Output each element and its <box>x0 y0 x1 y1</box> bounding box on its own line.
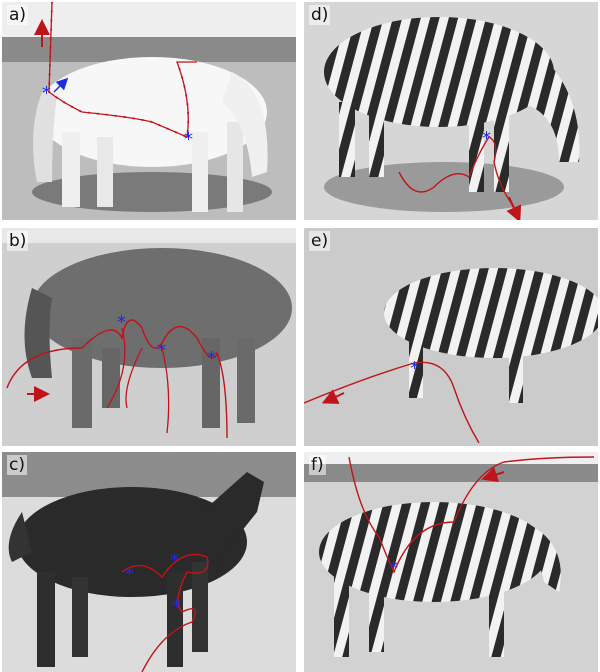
panel-d: * d) <box>304 2 598 220</box>
marker-asterisk: * <box>42 83 51 104</box>
panel-a: * * a) <box>2 2 296 220</box>
panel-label: d) <box>309 5 331 25</box>
panel-label: f) <box>309 455 326 475</box>
panel-c: * * * c) <box>2 452 296 672</box>
horse-photo: * * * <box>2 452 296 672</box>
panel-label: a) <box>7 5 29 25</box>
svg-text:*: * <box>482 128 491 149</box>
zebra-photo: * <box>304 228 598 446</box>
svg-text:*: * <box>184 129 193 150</box>
zebra-photo: * <box>304 2 598 220</box>
panel-label: c) <box>7 455 27 475</box>
svg-text:*: * <box>389 558 398 579</box>
svg-text:*: * <box>117 312 126 333</box>
svg-text:*: * <box>170 550 179 571</box>
svg-text:*: * <box>172 596 181 617</box>
horse-photo: * * * <box>2 228 296 446</box>
svg-text:*: * <box>207 348 216 369</box>
zebra-photo: * <box>304 452 598 672</box>
svg-text:*: * <box>125 564 134 585</box>
panel-e: * e) <box>304 228 598 446</box>
panel-b: * * * b) <box>2 228 296 446</box>
panel-label: e) <box>309 231 331 251</box>
svg-text:*: * <box>410 358 419 379</box>
svg-text:*: * <box>157 340 166 361</box>
panel-label: b) <box>7 231 29 251</box>
panel-f: * f) <box>304 452 598 672</box>
horse-photo: * * <box>2 2 296 220</box>
